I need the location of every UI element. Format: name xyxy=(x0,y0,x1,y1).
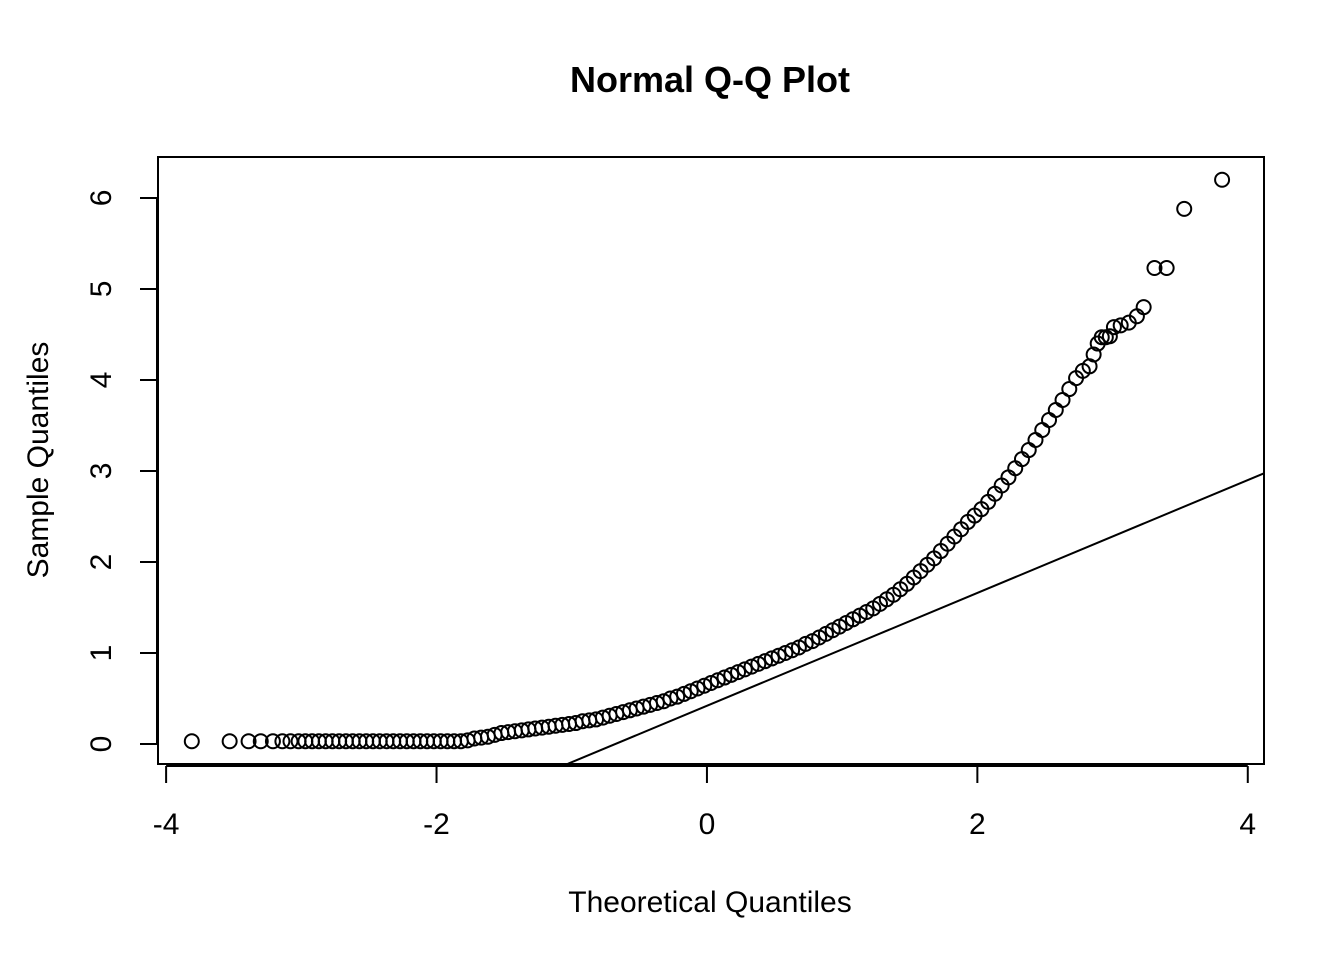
data-point xyxy=(1085,346,1102,363)
x-tick-label: -2 xyxy=(423,808,450,841)
y-tick-label: 0 xyxy=(85,736,118,753)
qq-reference-line xyxy=(566,472,1265,765)
data-point xyxy=(264,733,281,750)
chart-title: Normal Q-Q Plot xyxy=(570,59,850,100)
data-point xyxy=(1112,317,1129,334)
y-tick-label: 4 xyxy=(85,372,118,389)
x-tick-label: -4 xyxy=(153,808,180,841)
data-point xyxy=(183,733,200,750)
x-tick-label: 2 xyxy=(969,808,986,841)
data-point xyxy=(1146,260,1163,277)
y-tick-label: 1 xyxy=(85,645,118,662)
x-tick-label: 0 xyxy=(699,808,716,841)
y-tick-label: 2 xyxy=(85,554,118,571)
x-tick-label: 4 xyxy=(1239,808,1256,841)
y-axis-label: Sample Quantiles xyxy=(22,342,55,579)
data-point xyxy=(1101,328,1118,345)
y-tick-label: 3 xyxy=(85,463,118,480)
data-point xyxy=(240,733,257,750)
data-point xyxy=(221,733,238,750)
y-tick-label: 6 xyxy=(85,190,118,207)
x-axis: -4 -2 0 2 4 xyxy=(153,765,1256,841)
x-axis-label: Theoretical Quantiles xyxy=(568,886,851,919)
data-point xyxy=(1027,432,1044,449)
data-point xyxy=(1176,200,1193,217)
y-tick-label: 5 xyxy=(85,281,118,298)
data-point xyxy=(1093,329,1110,346)
data-point xyxy=(1135,299,1152,316)
reference-line-group xyxy=(566,472,1265,765)
data-point xyxy=(1034,422,1051,439)
plot-frame xyxy=(157,156,1265,765)
data-point xyxy=(1214,171,1231,188)
data-point xyxy=(1158,260,1175,277)
data-point xyxy=(1105,319,1122,336)
data-points xyxy=(183,171,1231,750)
y-axis: 0 1 2 3 4 5 6 xyxy=(85,190,158,753)
data-point xyxy=(1047,401,1064,418)
data-point xyxy=(252,733,269,750)
data-point xyxy=(274,733,291,750)
data-point xyxy=(282,733,299,750)
data-point xyxy=(1041,412,1058,429)
